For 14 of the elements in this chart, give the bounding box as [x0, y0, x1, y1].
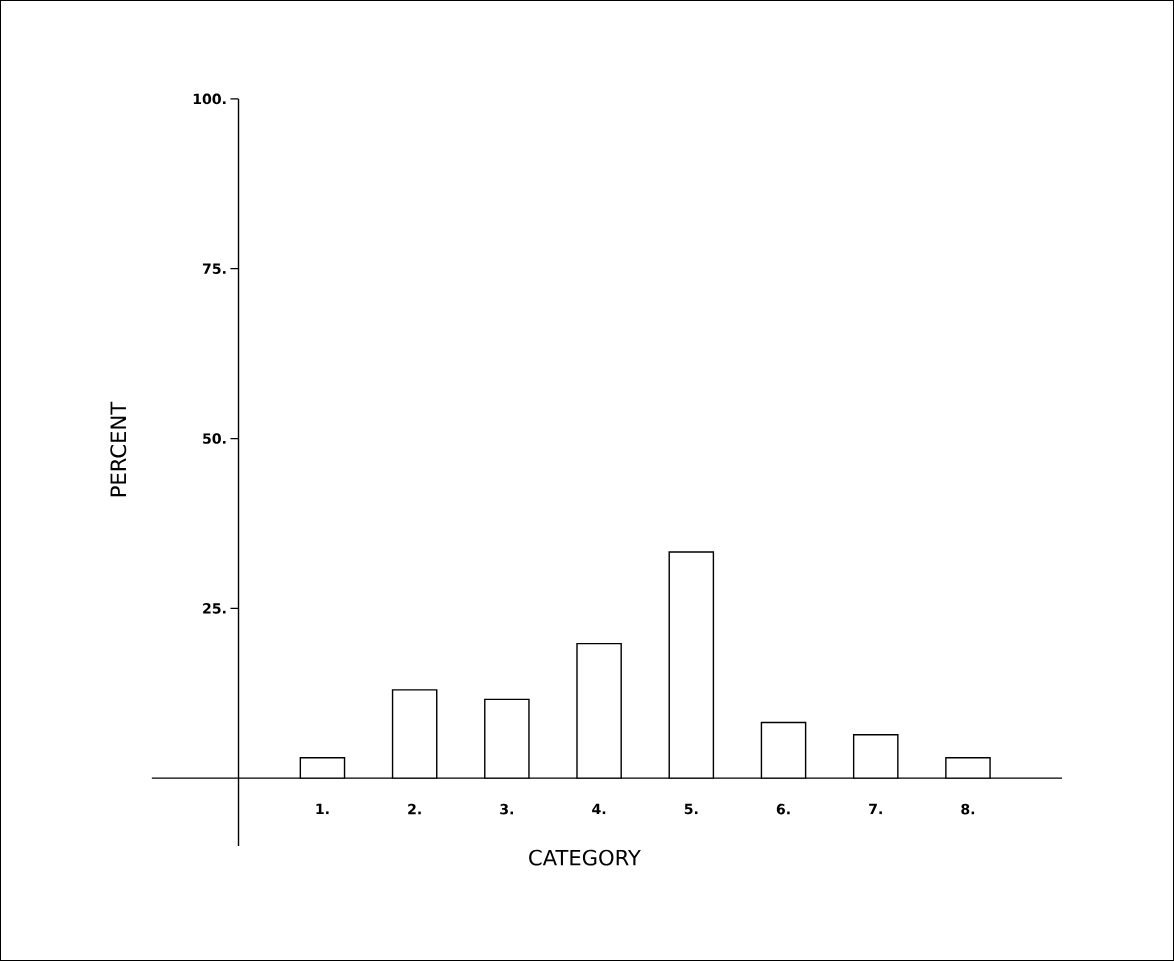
y-tick-label: 75.: [202, 263, 226, 274]
x-tick-label: 8.: [961, 803, 975, 815]
y-tick-label: 25.: [203, 602, 226, 614]
x-tick-label: 5.: [684, 803, 698, 815]
x-tick-label: 7.: [869, 803, 882, 815]
y-tick-label: 50.: [203, 433, 226, 444]
y-axis-title: PERCENT: [110, 401, 127, 497]
y-tick-label: 100.: [193, 93, 226, 105]
x-tick-label: 2.: [408, 803, 421, 815]
x-tick-label: 3.: [500, 803, 513, 815]
x-tick-label: 1.: [316, 803, 329, 815]
x-tick-label: 6.: [776, 803, 790, 815]
x-tick-label: 4.: [592, 803, 606, 815]
x-axis-title: CATEGORY: [529, 849, 641, 866]
